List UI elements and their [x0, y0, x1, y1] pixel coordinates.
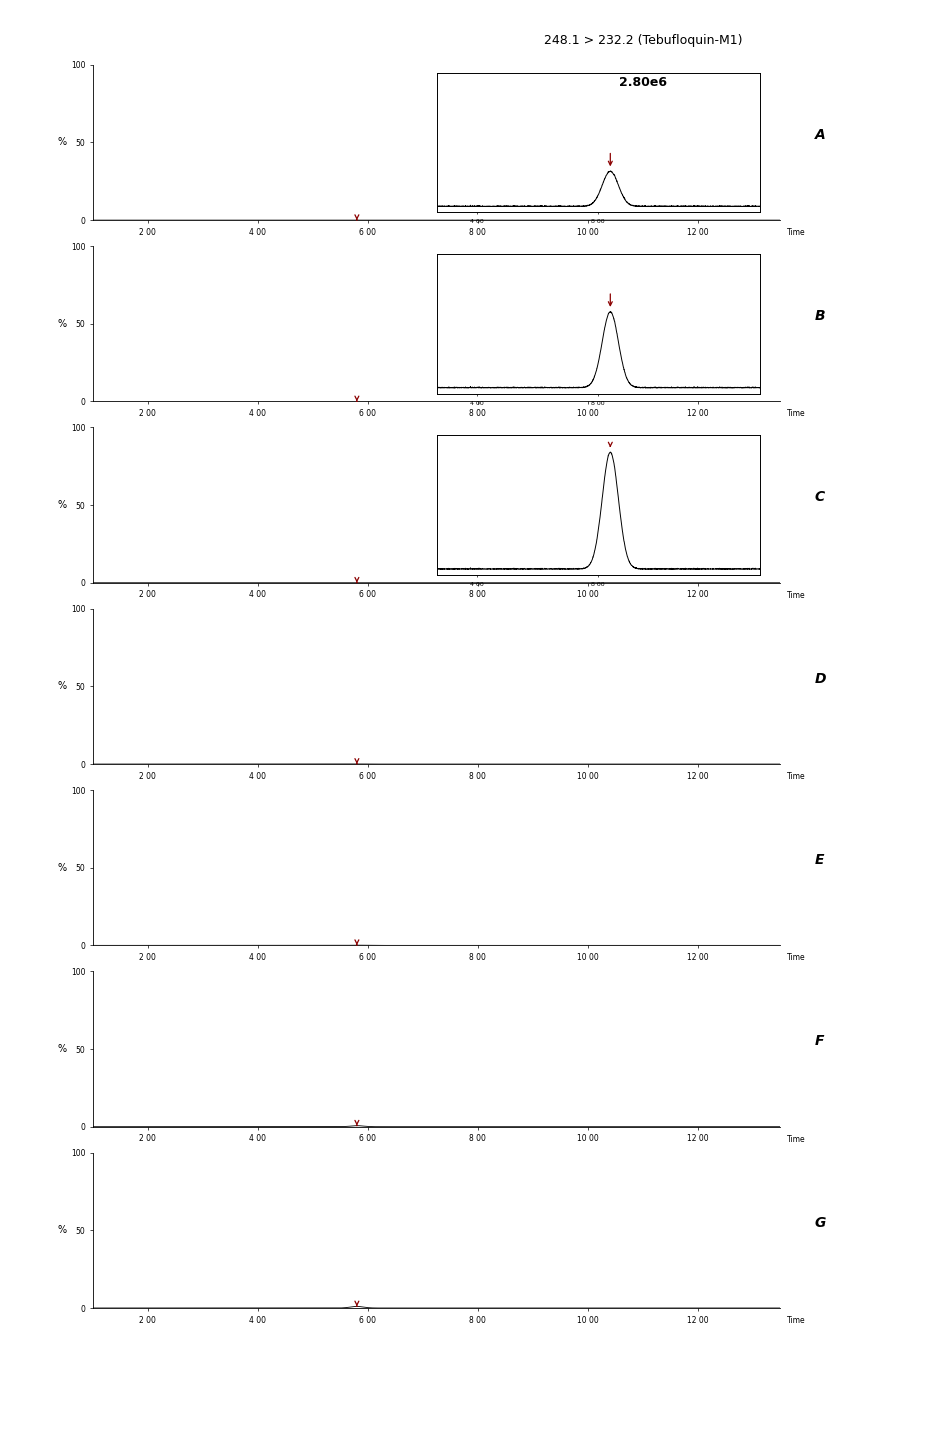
Text: B: B	[814, 309, 824, 322]
Text: Time: Time	[786, 771, 805, 781]
Text: D: D	[814, 672, 825, 685]
Y-axis label: %: %	[58, 501, 67, 509]
Text: A: A	[814, 128, 825, 141]
Text: Time: Time	[786, 590, 805, 600]
Text: C: C	[814, 491, 824, 504]
Text: Time: Time	[786, 409, 805, 419]
Y-axis label: %: %	[58, 863, 67, 872]
Y-axis label: %: %	[58, 682, 67, 691]
Text: G: G	[814, 1216, 825, 1229]
Text: Time: Time	[786, 1134, 805, 1144]
Y-axis label: %: %	[58, 1226, 67, 1235]
Text: F: F	[814, 1035, 823, 1048]
Text: Time: Time	[786, 953, 805, 963]
Text: E: E	[814, 853, 823, 866]
Y-axis label: %: %	[58, 138, 67, 147]
Y-axis label: %: %	[58, 319, 67, 328]
Text: Time: Time	[786, 227, 805, 237]
Text: 248.1 > 232.2 (Tebufloquin-M1): 248.1 > 232.2 (Tebufloquin-M1)	[543, 35, 741, 47]
Text: Time: Time	[786, 1315, 805, 1325]
Y-axis label: %: %	[58, 1045, 67, 1053]
Text: 2.80e6: 2.80e6	[618, 76, 666, 89]
